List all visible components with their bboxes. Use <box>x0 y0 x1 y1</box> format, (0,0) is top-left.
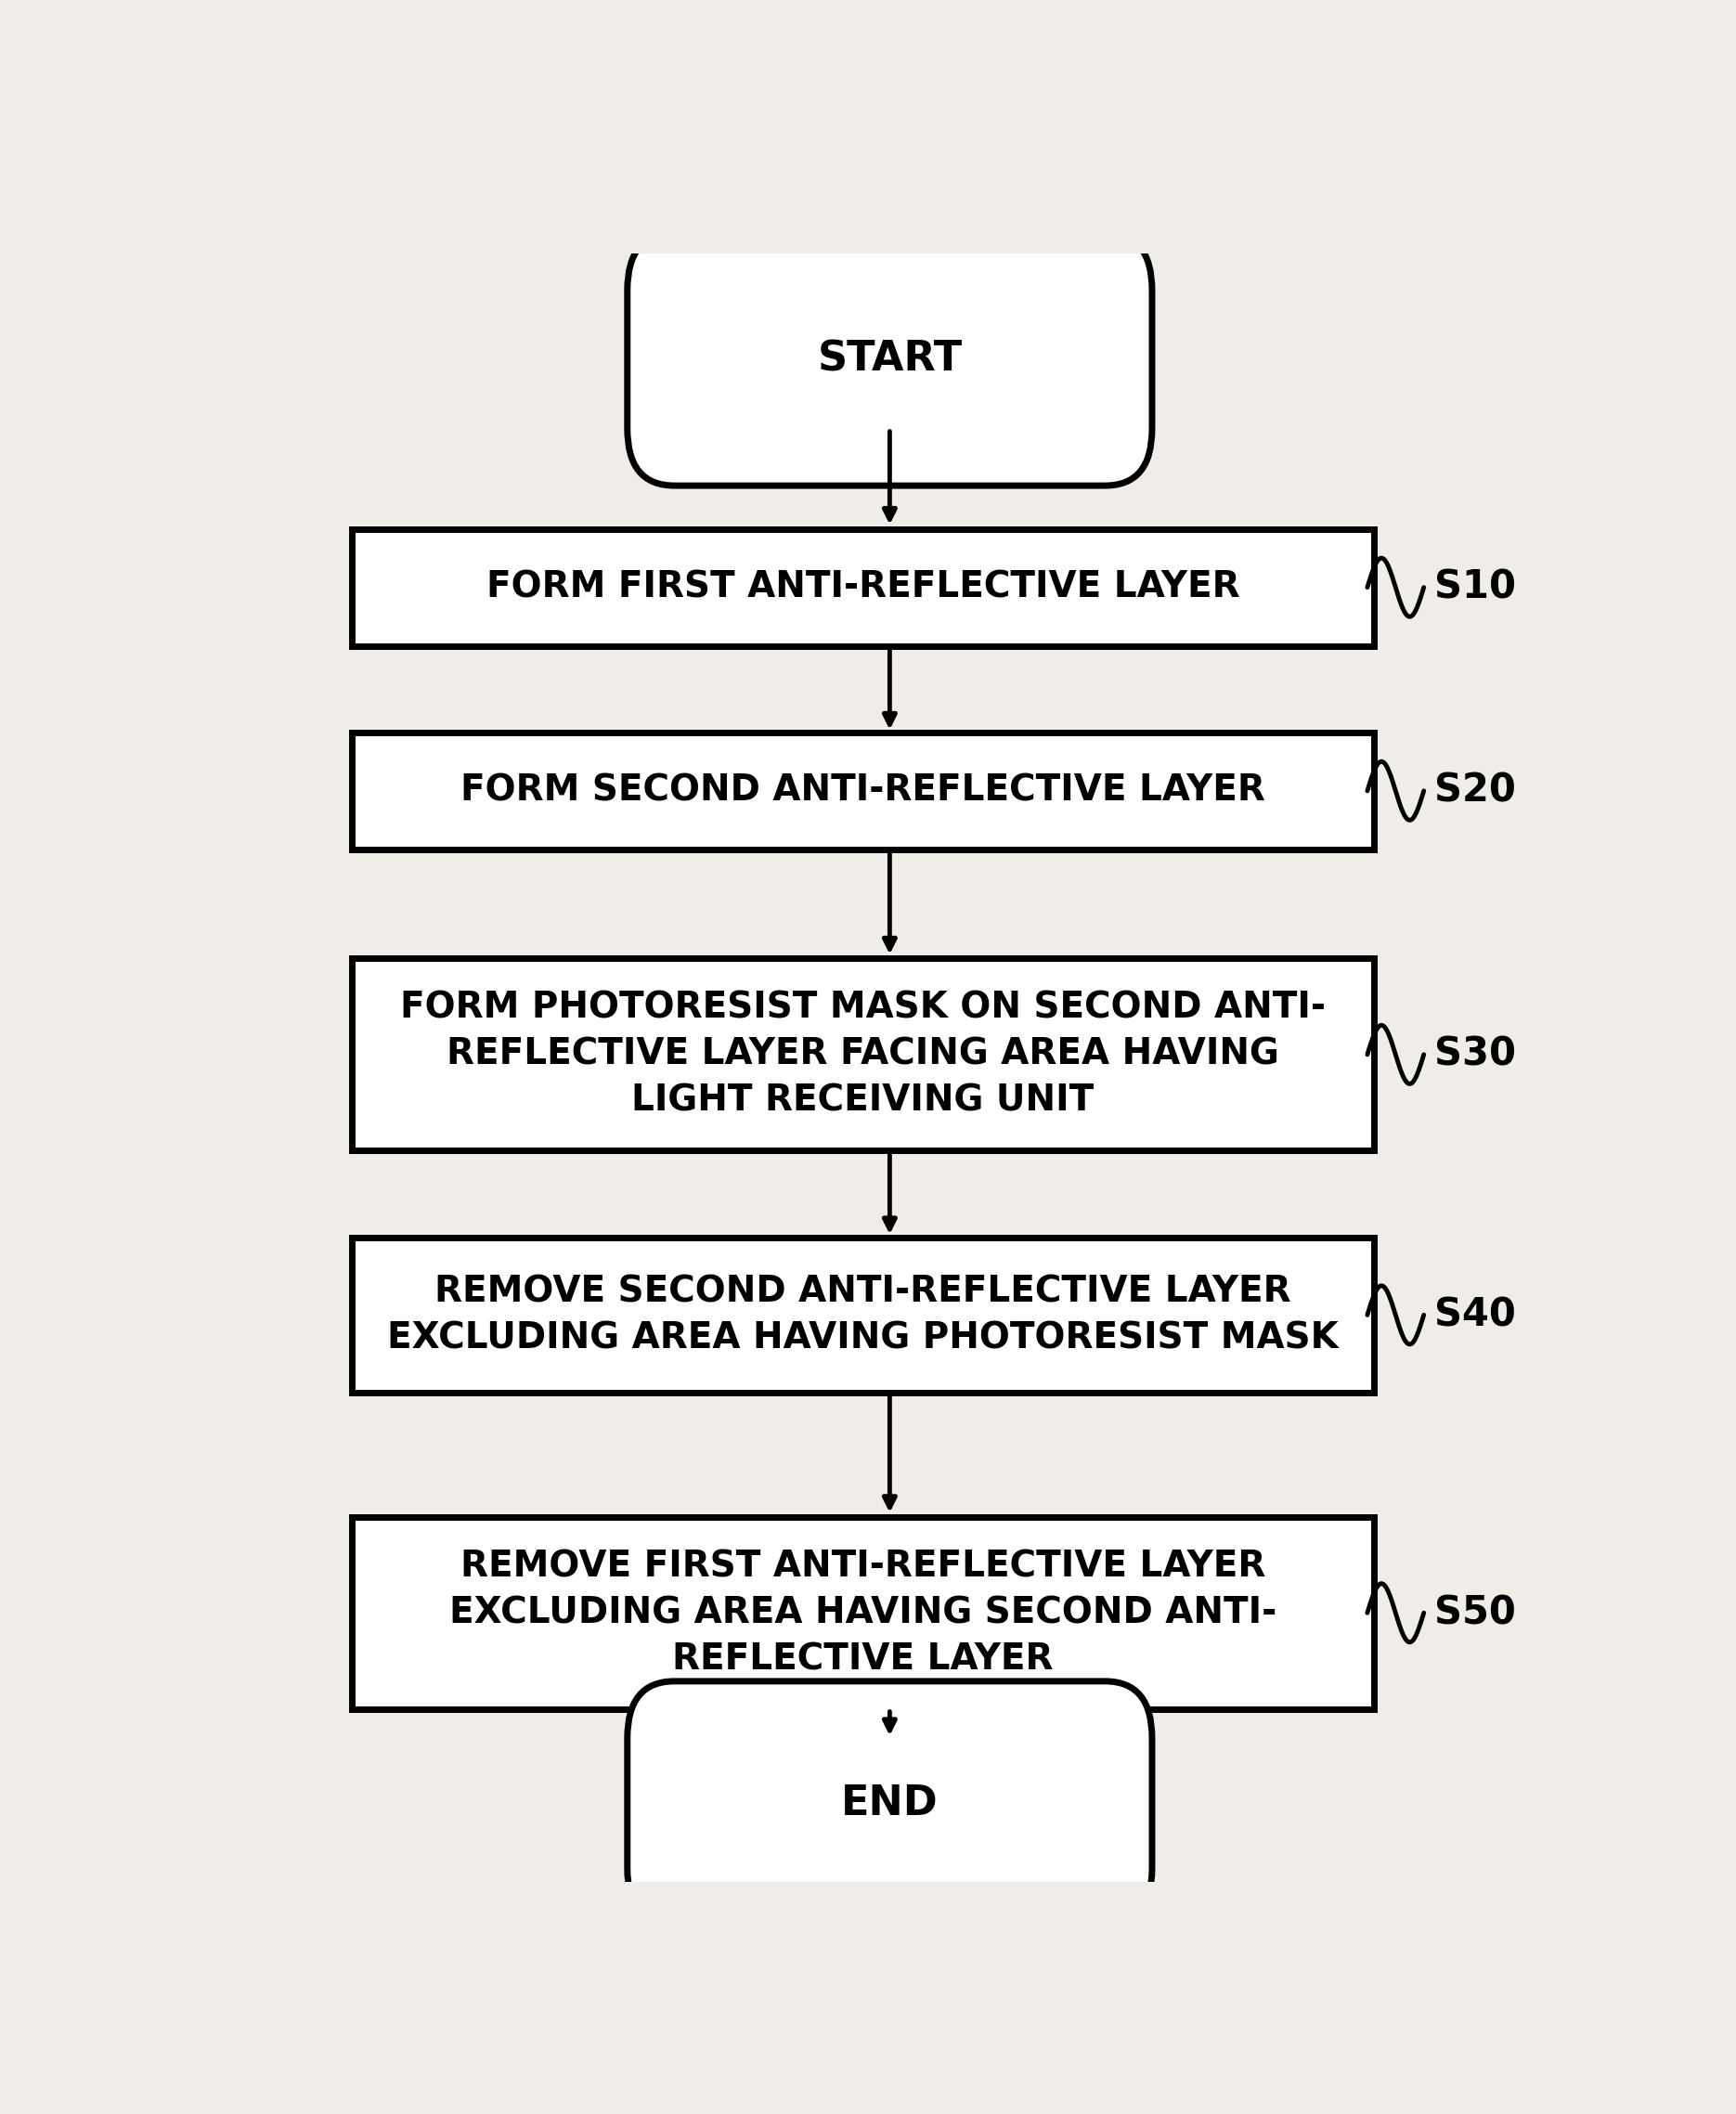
Text: REMOVE SECOND ANTI-REFLECTIVE LAYER
EXCLUDING AREA HAVING PHOTORESIST MASK: REMOVE SECOND ANTI-REFLECTIVE LAYER EXCL… <box>387 1275 1338 1355</box>
FancyBboxPatch shape <box>627 1681 1153 1926</box>
FancyBboxPatch shape <box>351 731 1375 850</box>
FancyBboxPatch shape <box>351 528 1375 647</box>
FancyBboxPatch shape <box>627 233 1153 486</box>
FancyBboxPatch shape <box>351 958 1375 1150</box>
Text: S50: S50 <box>1434 1594 1516 1632</box>
Text: S30: S30 <box>1434 1036 1516 1074</box>
Text: END: END <box>840 1784 939 1822</box>
Text: REMOVE FIRST ANTI-REFLECTIVE LAYER
EXCLUDING AREA HAVING SECOND ANTI-
REFLECTIVE: REMOVE FIRST ANTI-REFLECTIVE LAYER EXCLU… <box>450 1550 1276 1676</box>
Text: S10: S10 <box>1434 569 1516 607</box>
Text: FORM SECOND ANTI-REFLECTIVE LAYER: FORM SECOND ANTI-REFLECTIVE LAYER <box>460 774 1266 808</box>
Text: S20: S20 <box>1434 772 1516 810</box>
Text: FORM PHOTORESIST MASK ON SECOND ANTI-
REFLECTIVE LAYER FACING AREA HAVING
LIGHT : FORM PHOTORESIST MASK ON SECOND ANTI- RE… <box>399 991 1326 1118</box>
Text: FORM FIRST ANTI-REFLECTIVE LAYER: FORM FIRST ANTI-REFLECTIVE LAYER <box>486 571 1240 605</box>
FancyBboxPatch shape <box>351 1518 1375 1708</box>
FancyBboxPatch shape <box>351 1237 1375 1393</box>
Text: START: START <box>818 340 962 378</box>
Text: S40: S40 <box>1434 1296 1516 1334</box>
